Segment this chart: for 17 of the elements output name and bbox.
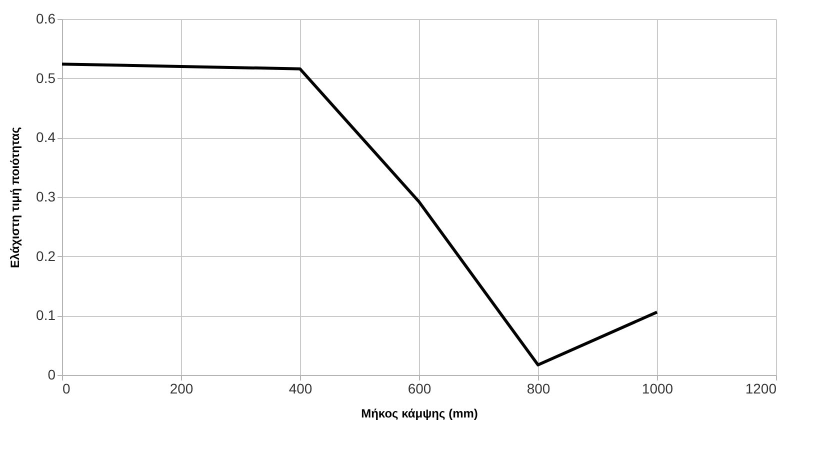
x-tick-label: 1000 xyxy=(642,380,674,396)
y-axis-title: Ελάχιστη τιμή ποιότητας xyxy=(8,127,22,268)
y-tick-label: 0.1 xyxy=(36,307,56,324)
y-tick-label: 0.5 xyxy=(36,70,56,86)
x-tick-label: 200 xyxy=(170,380,194,396)
x-tick-label: 400 xyxy=(288,380,312,396)
y-tick-label: 0.6 xyxy=(36,10,56,26)
line-series xyxy=(60,62,658,366)
x-tick-label: 800 xyxy=(526,380,550,396)
x-axis-title: Μήκος κάμψης (mm) xyxy=(361,406,478,420)
y-tick-label: 0 xyxy=(48,366,56,382)
x-tick-label: 1200 xyxy=(745,380,777,396)
y-tick-label: 0.2 xyxy=(36,248,56,264)
x-tick-label: 600 xyxy=(408,380,432,396)
y-tick-label: 0.3 xyxy=(36,188,56,204)
y-tick-label: 0.4 xyxy=(36,129,56,146)
x-tick-label: 0 xyxy=(62,380,70,396)
